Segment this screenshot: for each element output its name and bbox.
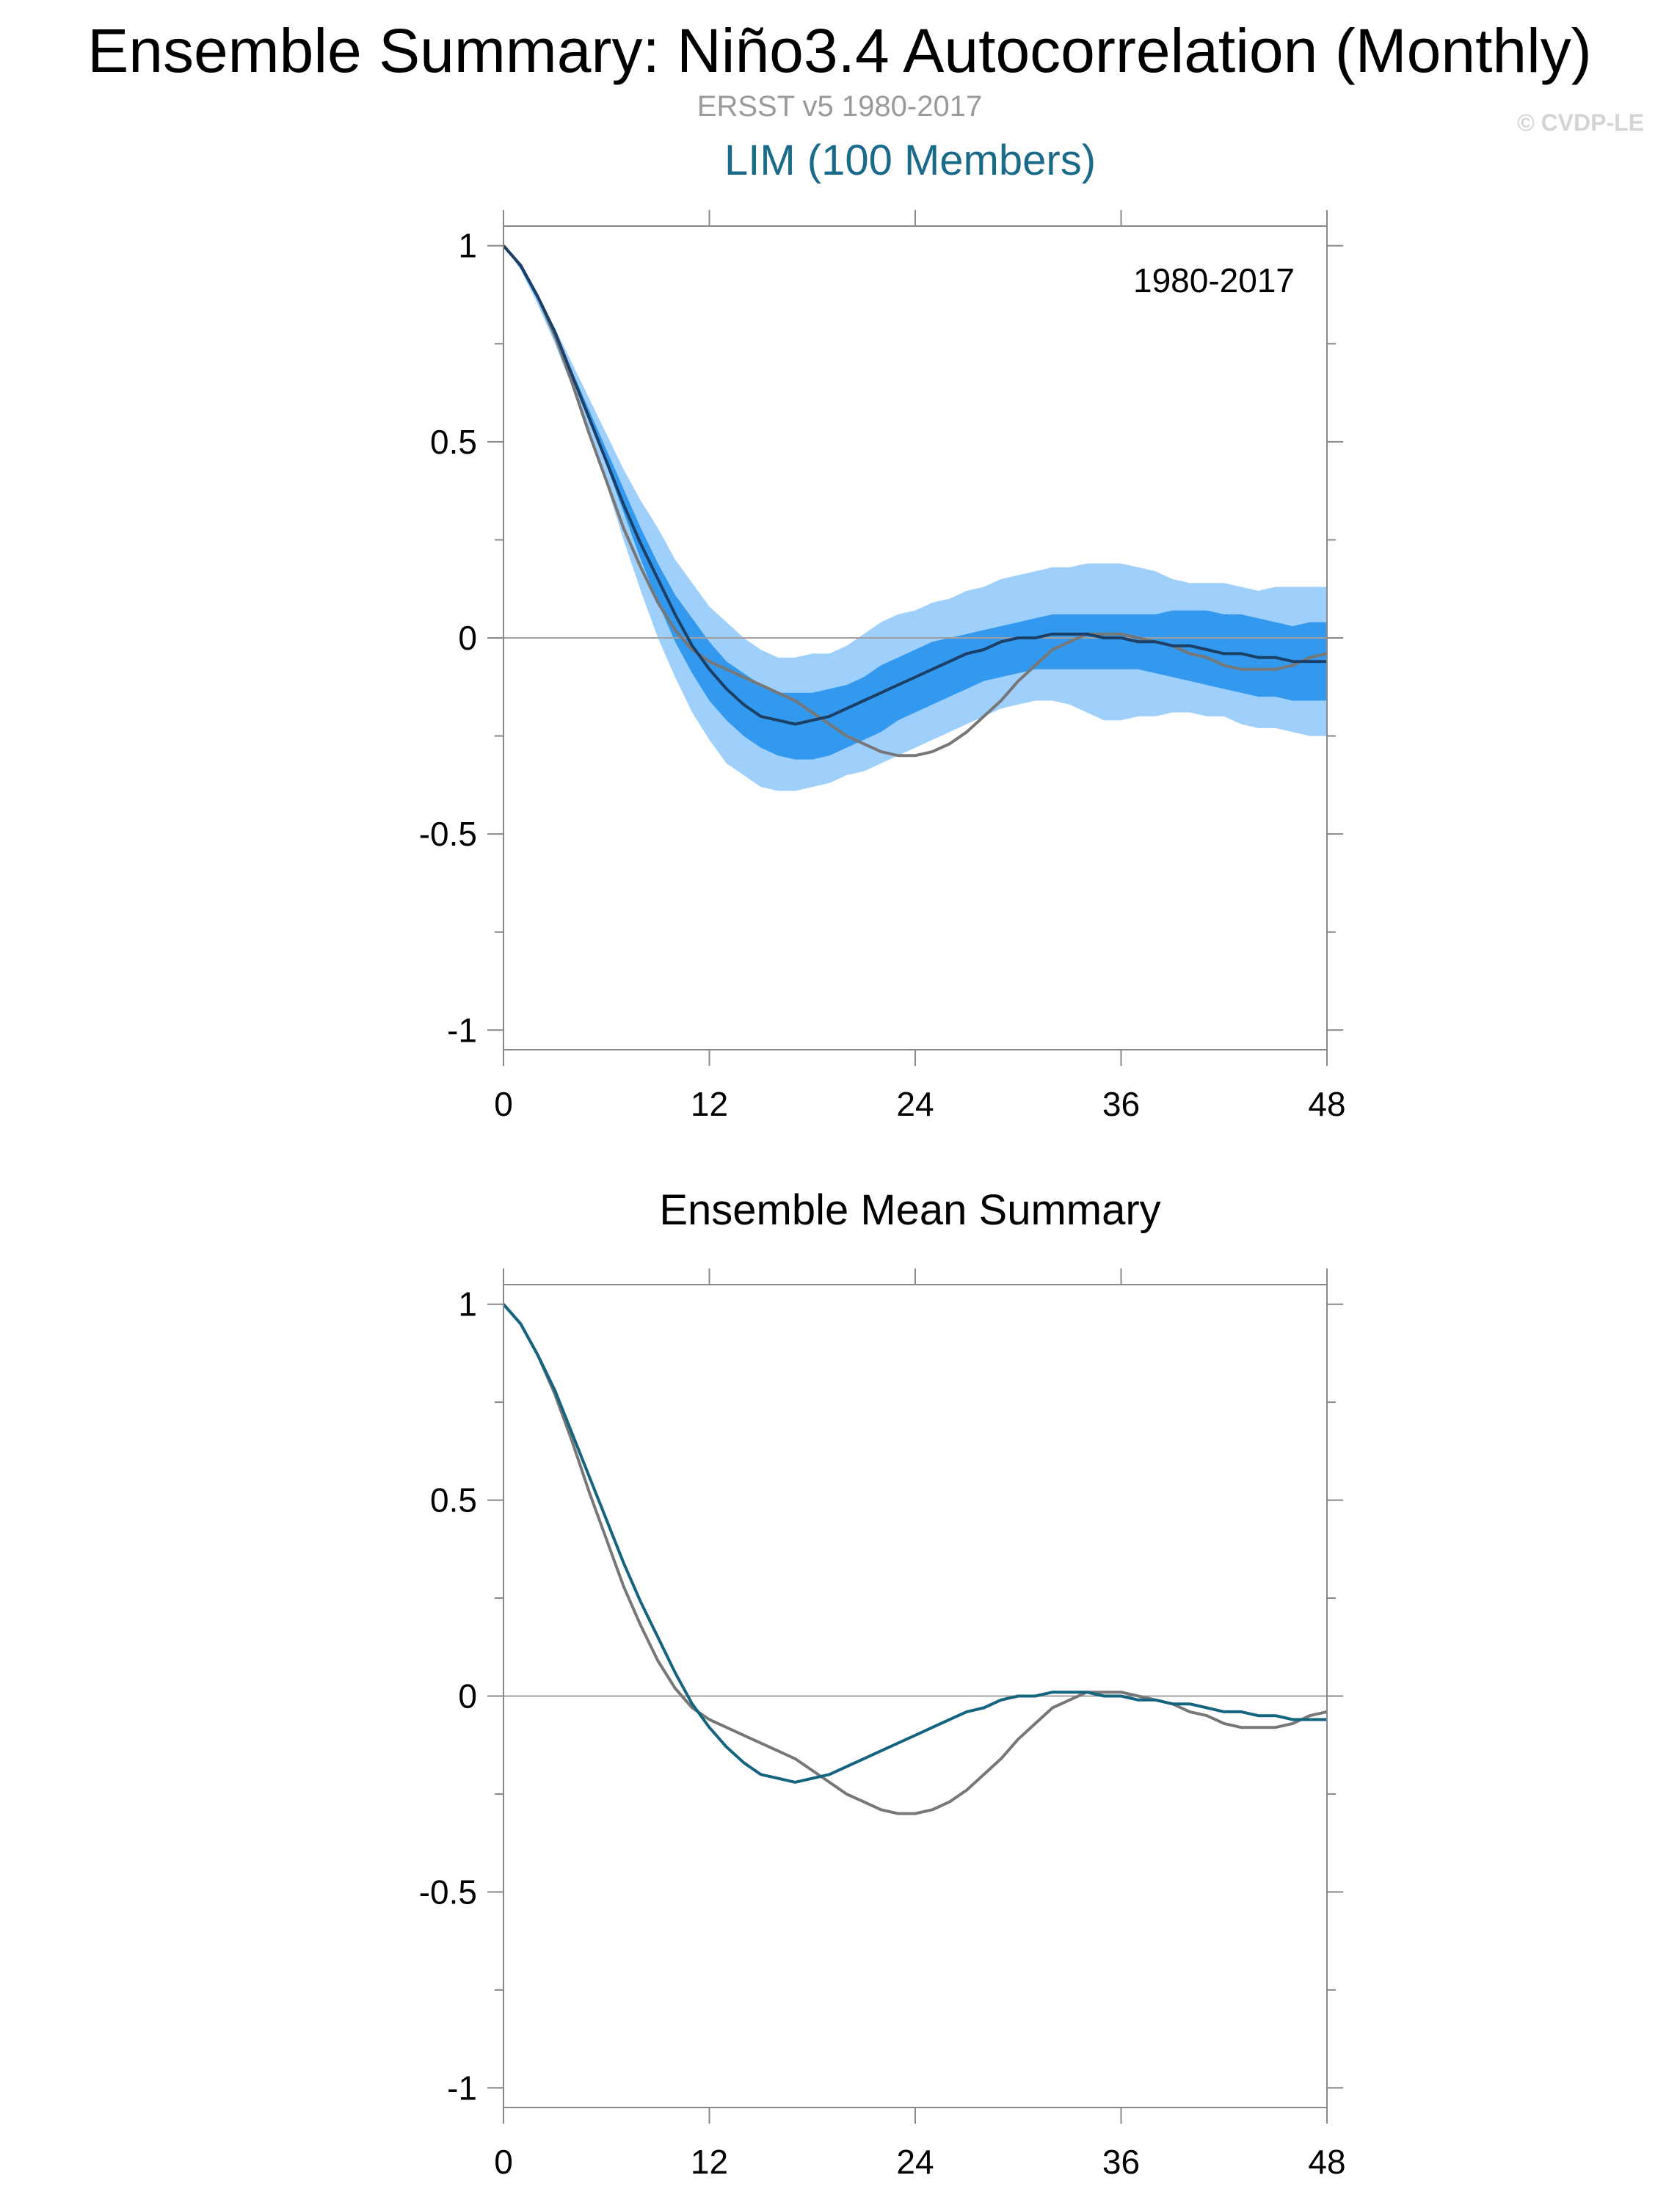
y-tick-label: 1 [458, 227, 477, 265]
y-tick-label: 0.5 [430, 423, 477, 461]
ensemble-mean-line [502, 244, 1327, 726]
y-tick-label: -0.5 [419, 1873, 477, 1911]
figure-title: Ensemble Summary: Niño3.4 Autocorrelatio… [87, 16, 1592, 85]
inner-spread-band [503, 245, 1327, 760]
observations-line [502, 1303, 1328, 1815]
ensemble-name: LIM (100 Members) [724, 137, 1096, 184]
x-tick-label: 48 [1308, 2143, 1345, 2181]
period-annotation: 1980-2017 [1133, 261, 1295, 299]
x-tick-label: 12 [691, 1085, 728, 1123]
x-tick-label: 0 [494, 1085, 513, 1123]
y-tick-label: 0 [458, 619, 477, 657]
x-tick-label: 0 [494, 2143, 513, 2181]
credit-watermark: © CVDP-LE [1517, 109, 1644, 136]
x-tick-label: 24 [896, 1085, 934, 1123]
ensemble-mean-line [502, 1303, 1327, 1784]
x-tick-label: 36 [1102, 2143, 1140, 2181]
y-tick-label: 0 [458, 1677, 477, 1716]
observations-line [502, 244, 1328, 758]
x-tick-label: 24 [896, 2143, 934, 2181]
figure-subtitle: ERSST v5 1980-2017 [697, 90, 982, 123]
y-tick-label: 1 [458, 1285, 477, 1324]
y-tick-label: -1 [447, 1011, 477, 1049]
y-tick-label: -1 [447, 2069, 477, 2107]
panel-bottom-title: Ensemble Mean Summary [659, 1186, 1160, 1234]
y-tick-label: 0.5 [430, 1481, 477, 1520]
x-tick-label: 48 [1308, 1085, 1345, 1123]
panel-top: 1 0.5 0 -0.5 -1 0 12 24 36 48 1980-2017 [419, 210, 1346, 1123]
y-tick-label: -0.5 [419, 815, 477, 853]
panel-bottom: 1 0.5 0 -0.5 -1 0 12 24 36 48 [419, 1268, 1346, 2181]
x-tick-label: 12 [691, 2143, 728, 2181]
x-tick-label: 36 [1102, 1085, 1140, 1123]
